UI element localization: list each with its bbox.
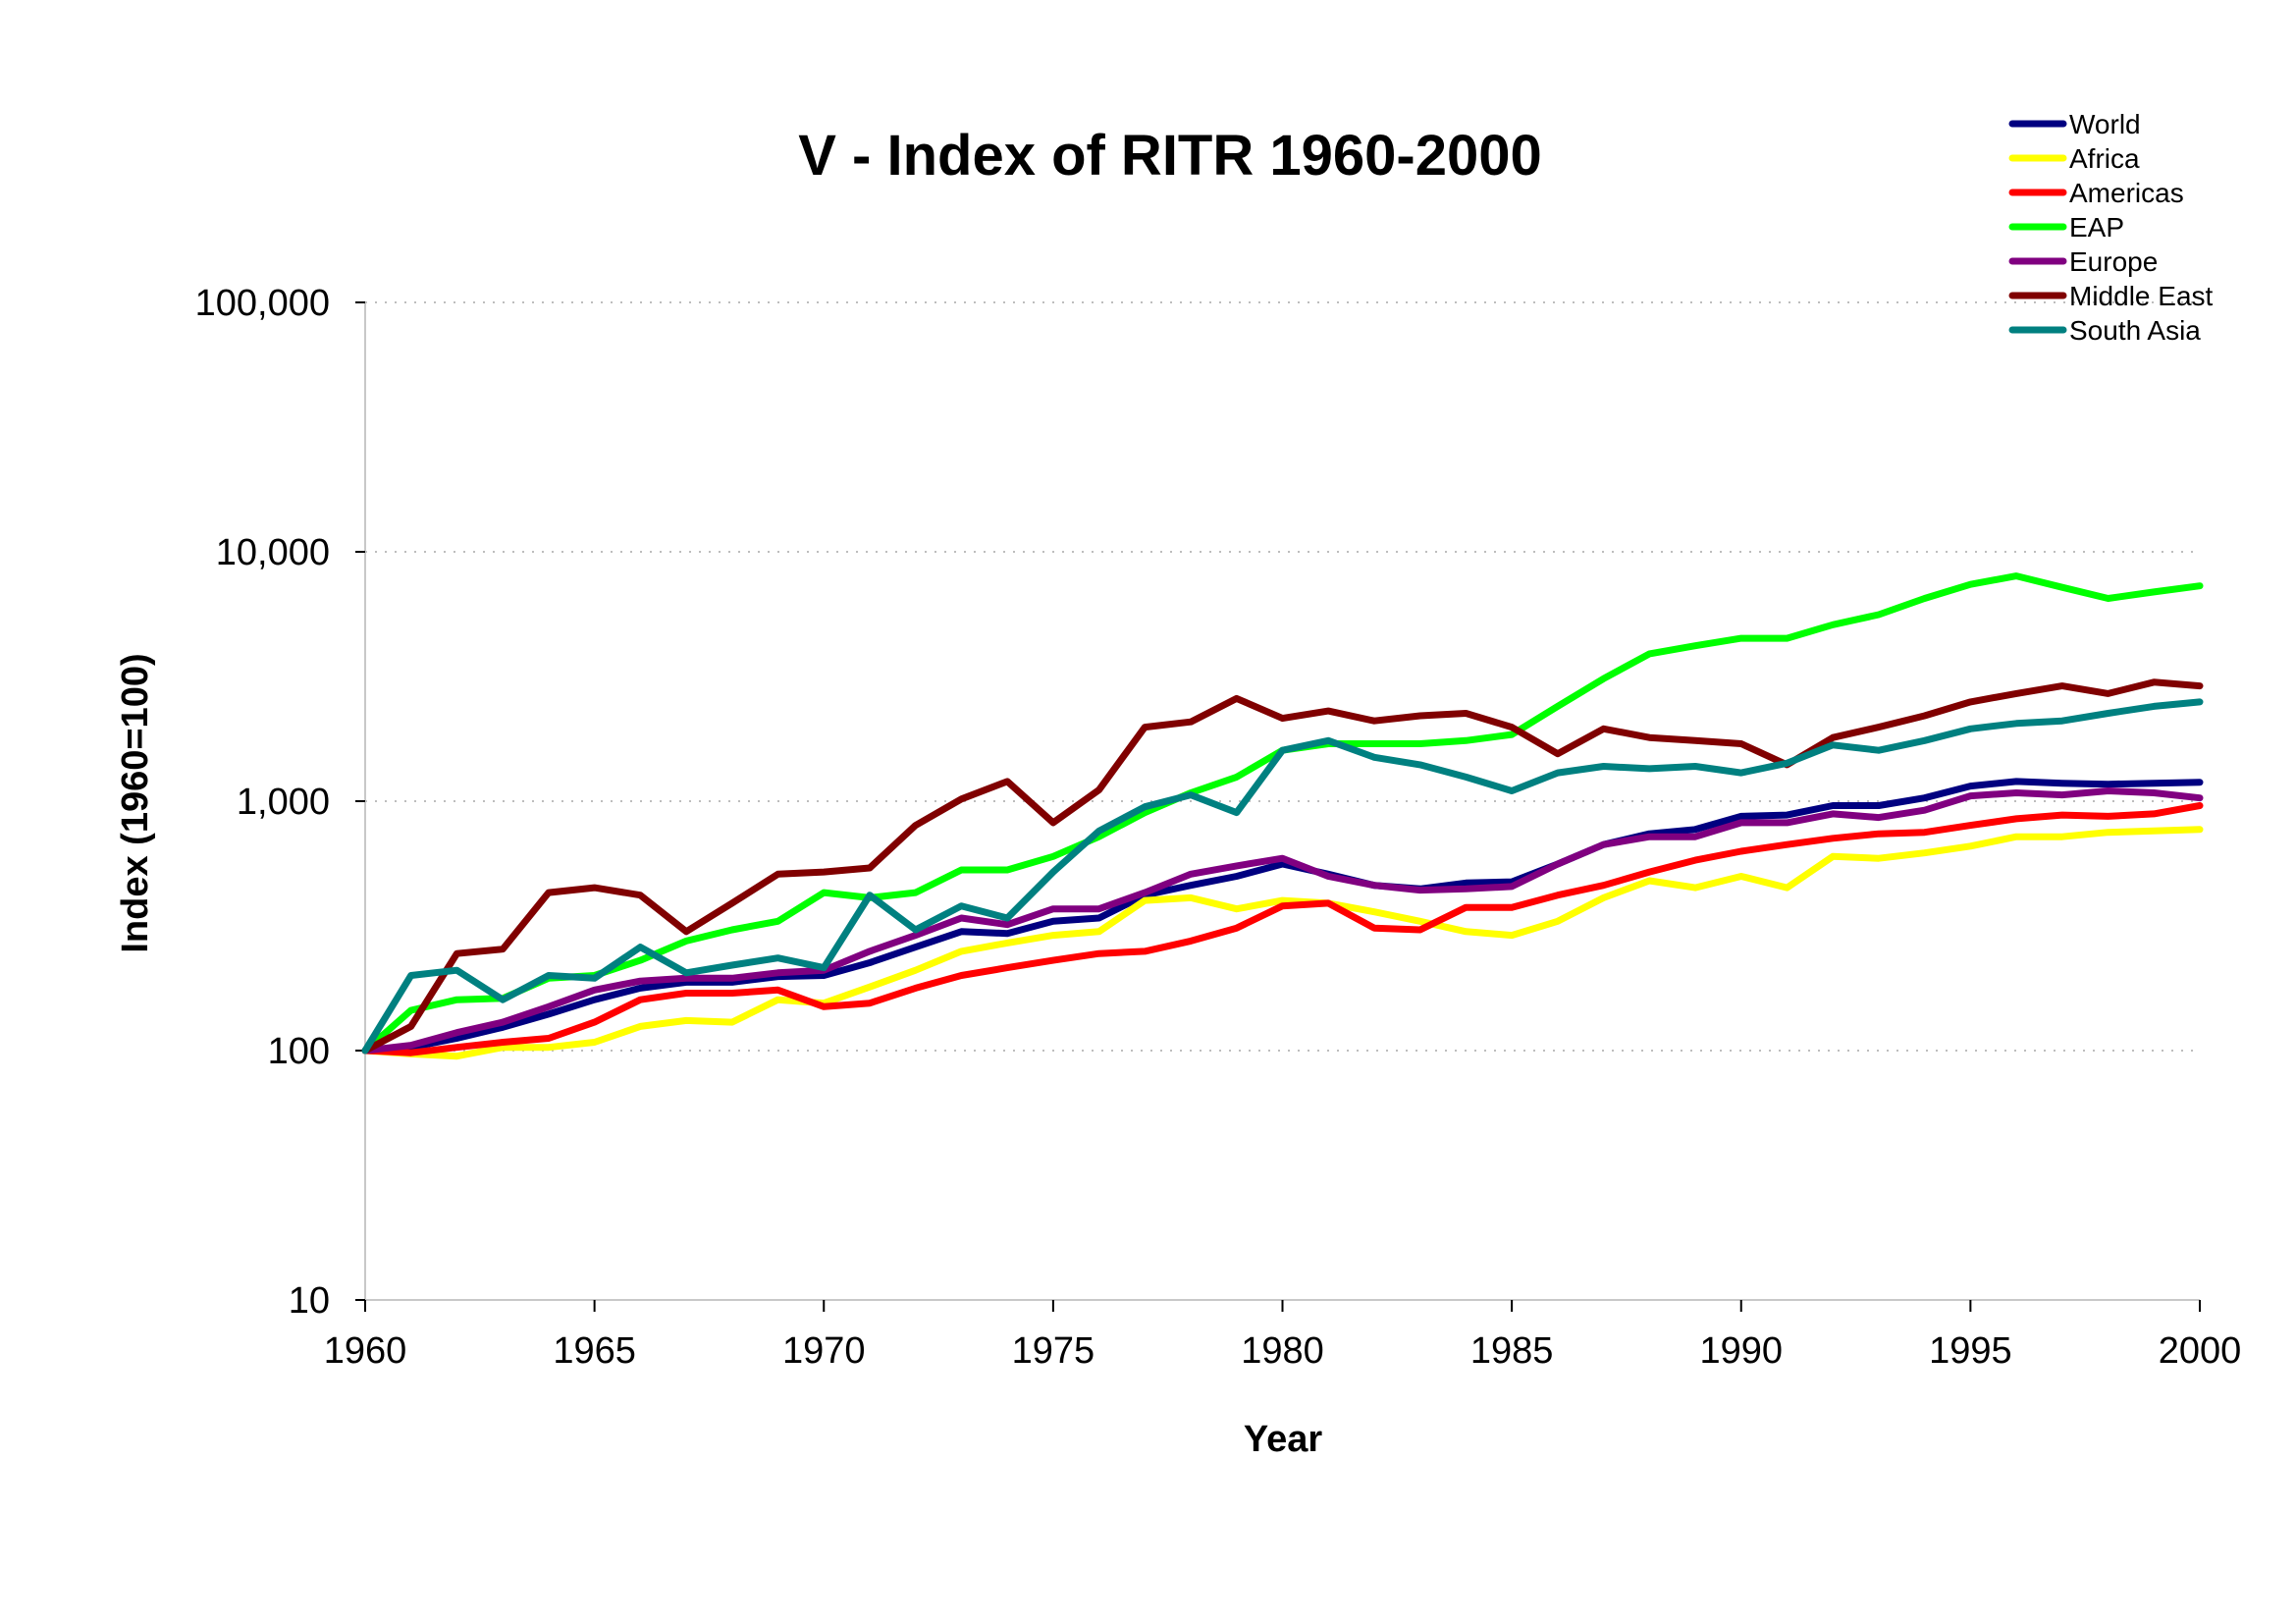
legend-label-middle-east: Middle East: [2069, 281, 2214, 311]
x-tick-label: 1990: [1699, 1330, 1783, 1372]
x-tick-label: 1995: [1929, 1330, 2012, 1372]
legend-label-africa: Africa: [2069, 143, 2140, 174]
gridlines: [365, 301, 2200, 1052]
x-tick-label: 1985: [1470, 1330, 1554, 1372]
plot-area: [361, 572, 2204, 1060]
series-line-world: [361, 778, 2204, 1055]
legend-label-south-asia: South Asia: [2069, 315, 2201, 346]
y-tick-label: 1,000: [237, 782, 330, 823]
x-tick-label: 1970: [782, 1330, 866, 1372]
y-axis: 10 100 1,000 10,000 100,000: [195, 283, 365, 1322]
x-tick-label: 1980: [1241, 1330, 1324, 1372]
y-tick-label: 100: [268, 1031, 330, 1072]
series-line-africa: [361, 826, 2204, 1060]
series-line-europe: [361, 787, 2204, 1055]
x-tick-label: 2000: [2159, 1330, 2242, 1372]
legend-label-eap: EAP: [2069, 212, 2124, 243]
y-tick-label: 10: [289, 1280, 330, 1322]
y-tick-label: 10,000: [216, 532, 330, 573]
y-tick-label: 100,000: [195, 283, 330, 324]
series-line-middle-east: [361, 678, 2204, 1055]
legend-label-europe: Europe: [2069, 246, 2158, 277]
series-line-south-asia: [361, 698, 2204, 1055]
x-tick-label: 1960: [324, 1330, 407, 1372]
x-tick-label: 1975: [1012, 1330, 1095, 1372]
y-axis-title: Index (1960=100): [115, 653, 156, 952]
legend-label-world: World: [2069, 109, 2141, 139]
x-axis-title: Year: [1244, 1419, 1323, 1460]
series-line-americas: [361, 802, 2204, 1056]
chart-title: V - Index of RITR 1960-2000: [798, 124, 1541, 188]
legend-label-americas: Americas: [2069, 178, 2184, 208]
x-tick-label: 1965: [553, 1330, 636, 1372]
x-axis: 1960 1965 1970 1975 1980 1985 1990 1995 2000: [324, 1300, 2242, 1372]
